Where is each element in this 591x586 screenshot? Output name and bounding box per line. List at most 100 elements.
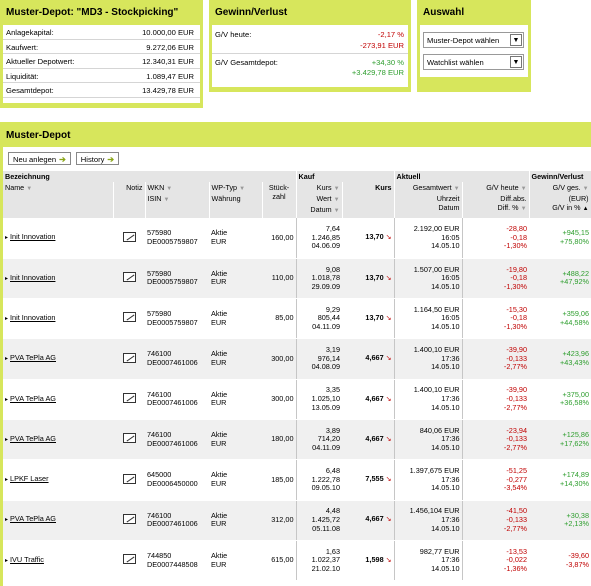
cell-name: ▸ PVA TePla AG xyxy=(3,419,113,461)
cell-kauf: 3,89 714,20 04.11.09 xyxy=(295,419,343,461)
cell-gv-heute: -23,94 -0,133 -2,77% xyxy=(461,419,530,461)
note-edit-icon[interactable] xyxy=(122,352,136,363)
cell-gv-heute: -13,53 -0,022 -1,36% xyxy=(461,540,530,582)
arrow-right-icon: ➔ xyxy=(107,154,115,164)
history-button[interactable]: History ➔ xyxy=(75,152,120,165)
cell-stueck: 615,00 xyxy=(262,540,297,582)
sort-icon[interactable]: ▼ xyxy=(333,208,340,214)
security-link[interactable]: IVU Traffic xyxy=(10,554,44,564)
gv-heute-eur: -273,91 EUR xyxy=(360,40,404,50)
sort-icon[interactable]: ▼ xyxy=(163,197,170,203)
cell-wkn-isin: 746100 DE0007461006 xyxy=(145,338,209,380)
group-kauf: Kauf xyxy=(295,171,395,182)
sort-icon[interactable]: ▼ xyxy=(26,186,33,192)
summary-value: 1.089,47 EUR xyxy=(146,71,194,81)
security-link[interactable]: Init Innovation xyxy=(10,232,56,242)
cell-kauf: 3,35 1.025,10 13.05.09 xyxy=(295,379,343,420)
table-row: ▸ LPKF Laser 645000 DE0006450000 Aktie EUR … xyxy=(3,459,591,501)
cell-notiz xyxy=(113,298,145,340)
col-kauf-kurs[interactable]: Kurs ▼ Wert ▼ Datum ▼ xyxy=(295,182,343,218)
summary-value: 9.272,06 EUR xyxy=(146,42,194,52)
security-link[interactable]: PVA TePla AG xyxy=(10,514,56,524)
sort-icon[interactable]: ▼ xyxy=(520,206,527,212)
security-link[interactable]: PVA TePla AG xyxy=(10,353,56,363)
col-wptyp[interactable]: WP-Typ ▼ Währung xyxy=(209,182,263,218)
col-name[interactable]: Name ▼ xyxy=(3,182,114,218)
note-edit-icon[interactable] xyxy=(122,272,136,283)
sort-icon[interactable]: ▼ xyxy=(333,186,340,192)
cell-stueck: 85,00 xyxy=(262,298,297,340)
gv-body: G/V heute: -2,17 % -273,91 EUR G/V Gesamt… xyxy=(212,25,408,87)
cell-notiz xyxy=(113,540,145,582)
sort-icon[interactable]: ▼ xyxy=(333,197,340,203)
cell-stueck: 300,00 xyxy=(262,338,297,380)
gv-heute-label: G/V heute: xyxy=(215,30,252,39)
col-aktuell-kurs: Kurs xyxy=(342,182,395,218)
note-edit-icon[interactable] xyxy=(122,393,136,404)
note-edit-icon[interactable] xyxy=(122,231,136,242)
cell-gesamtwert: 1.164,50 EUR 16:05 14.05.10 xyxy=(393,298,463,340)
security-link[interactable]: PVA TePla AG xyxy=(10,393,56,403)
cell-gesamtwert: 840,06 EUR 17:36 14.05.10 xyxy=(393,419,463,461)
cell-gv-gesamt: +174,89 +14,30% xyxy=(529,459,591,501)
gv-panel: Gewinn/Verlust G/V heute: -2,17 % -273,91… xyxy=(209,0,411,92)
security-link[interactable]: Init Innovation xyxy=(10,272,56,282)
chevron-down-icon[interactable]: ▼ xyxy=(510,34,522,46)
cell-notiz xyxy=(113,459,145,501)
col-wkn[interactable]: WKN ▼ ISIN ▼ xyxy=(145,182,210,218)
sort-icon[interactable]: ▼ xyxy=(520,186,527,192)
note-edit-icon[interactable] xyxy=(122,513,136,524)
depot-select[interactable]: Muster-Depot wählen ▼ xyxy=(423,32,524,48)
cell-gv-gesamt: +359,06 +44,58% xyxy=(529,298,591,340)
note-edit-icon[interactable] xyxy=(122,312,136,323)
chevron-down-icon[interactable]: ▼ xyxy=(510,56,522,68)
col-gv-gesamt[interactable]: G/V ges. ▼ (EUR) G/V in % ▲ xyxy=(529,182,591,218)
sort-icon[interactable]: ▼ xyxy=(166,186,173,192)
security-link[interactable]: PVA TePla AG xyxy=(10,433,56,443)
cell-wkn-isin: 746100 DE0007461006 xyxy=(145,500,209,541)
new-depot-button[interactable]: Neu anlegen ➔ xyxy=(8,152,71,165)
note-edit-icon[interactable] xyxy=(122,433,136,444)
watchlist-select[interactable]: Watchlist wählen ▼ xyxy=(423,54,524,70)
col-gv-heute[interactable]: G/V heute ▼ Diff.abs. Diff. % ▼ xyxy=(461,182,530,218)
sort-icon[interactable]: ▼ xyxy=(239,186,246,192)
cell-gesamtwert: 1.507,00 EUR 16:05 14.05.10 xyxy=(393,258,463,300)
security-link[interactable]: Init Innovation xyxy=(10,312,56,322)
cell-typ: Aktie EUR xyxy=(209,419,262,461)
trend-down-icon: ↘ xyxy=(385,395,392,403)
table-row: ▸ Init Innovation 575980 DE0005759807 Akti… xyxy=(3,298,591,340)
trend-down-icon: ↘ xyxy=(385,274,392,282)
cell-akurs: 4,667 ↘ xyxy=(342,419,395,461)
sort-icon[interactable]: ▼ xyxy=(582,186,589,192)
bullet-icon: ▸ xyxy=(5,557,9,564)
cell-typ: Aktie EUR xyxy=(209,540,262,582)
cell-typ: Aktie EUR xyxy=(209,258,262,300)
trend-down-icon: ↘ xyxy=(385,516,392,524)
security-link[interactable]: LPKF Laser xyxy=(10,474,49,484)
cell-gv-heute: -39,90 -0,133 -2,77% xyxy=(461,379,530,420)
cell-akurs: 4,667 ↘ xyxy=(342,379,395,420)
table-row: ▸ PVA TePla AG 746100 DE0007461006 Aktie EU… xyxy=(3,338,591,380)
col-gesamtwert[interactable]: Gesamtwert ▼ Uhrzeit Datum xyxy=(393,182,463,218)
cell-wkn-isin: 744850 DE0007448508 xyxy=(145,540,209,582)
gv-gesamt-eur: +3.429,78 EUR xyxy=(351,68,404,77)
gv-gesamt-pct: +34,30 % xyxy=(371,57,404,67)
sort-active-icon[interactable]: ▲ xyxy=(582,206,589,212)
note-edit-icon[interactable] xyxy=(122,473,136,484)
main-body: Neu anlegen ➔ History ➔ Bezeichnung Kauf A… xyxy=(3,147,591,586)
cell-gv-gesamt: +488,22 +47,92% xyxy=(529,258,591,300)
table-row: ▸ PVA TePla AG 746100 DE0007461006 Aktie EU… xyxy=(3,500,591,541)
cell-gesamtwert: 1.400,10 EUR 17:36 14.05.10 xyxy=(393,379,463,420)
note-edit-icon[interactable] xyxy=(122,554,136,565)
sort-icon[interactable]: ▼ xyxy=(453,186,460,192)
arrow-right-icon: ➔ xyxy=(59,154,66,164)
cell-akurs: 13,70 ↘ xyxy=(342,258,395,300)
cell-name: ▸ PVA TePla AG xyxy=(3,338,113,380)
cell-gv-heute: -19,80 -0,18 -1,30% xyxy=(461,258,530,300)
depot-summary-row: Liquidität: 1.089,47 EUR xyxy=(3,69,200,83)
bullet-icon: ▸ xyxy=(5,315,9,322)
cell-gv-gesamt: +423,96 +43,43% xyxy=(529,338,591,380)
main-title: Muster-Depot xyxy=(6,130,71,141)
auswahl-panel: Auswahl Muster-Depot wählen ▼ Watchlist w… xyxy=(417,0,531,92)
cell-notiz xyxy=(113,258,145,300)
